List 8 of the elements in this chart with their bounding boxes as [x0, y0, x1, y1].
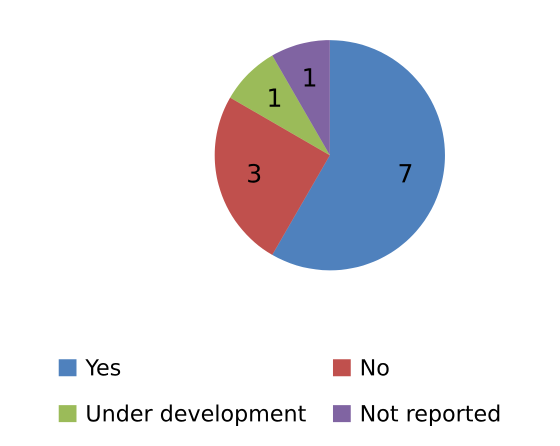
legend-label: Not reported: [362, 404, 500, 426]
data-label: 1: [269, 88, 280, 107]
data-label: 1: [304, 68, 316, 86]
legend-label: Under development: [87, 404, 306, 426]
legend-label: No: [362, 359, 389, 376]
data-label: 3: [248, 164, 260, 183]
data-label: 7: [400, 164, 412, 182]
legend-label: Yes: [85, 359, 120, 376]
